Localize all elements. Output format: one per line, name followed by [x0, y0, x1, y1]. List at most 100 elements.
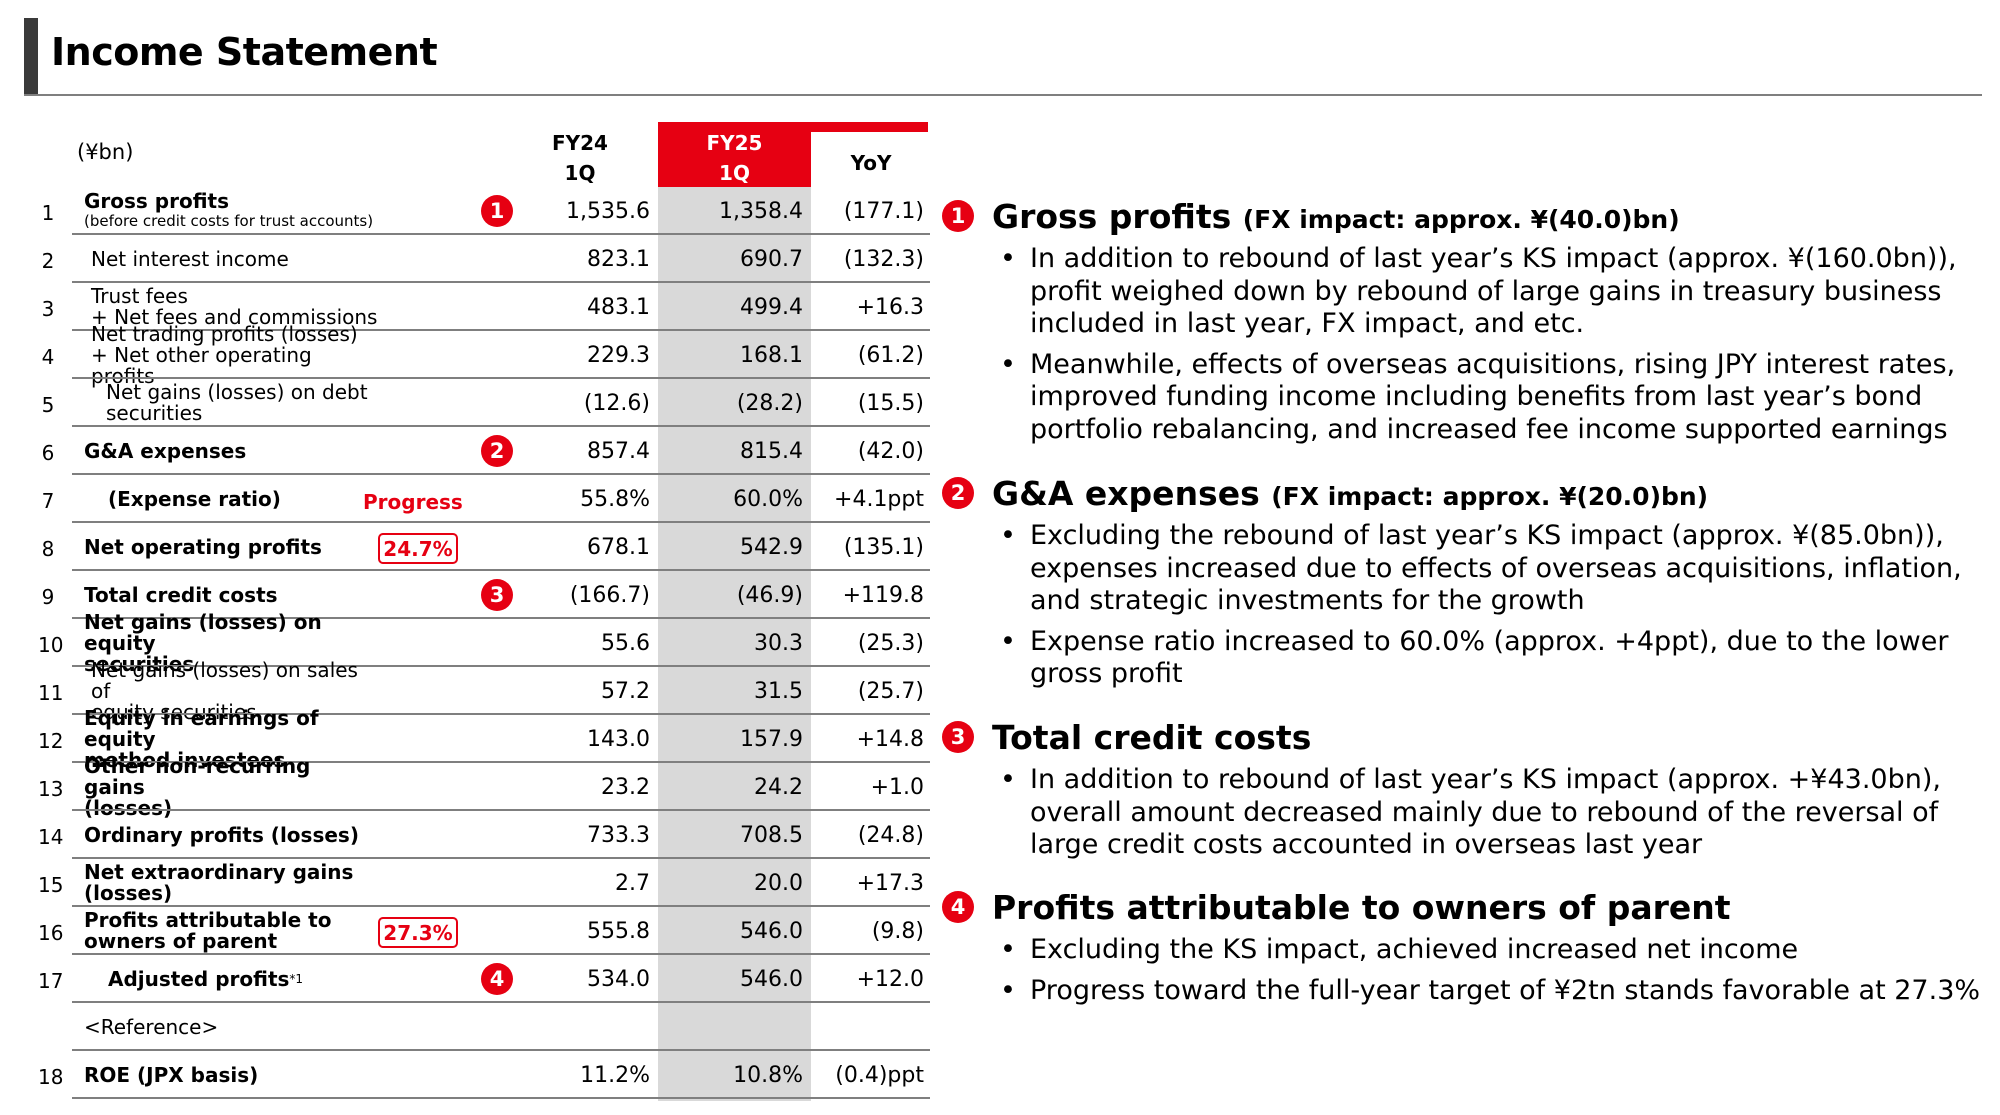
- value-fy25: 168.1: [740, 343, 803, 368]
- value-fy24: 2.7: [615, 871, 650, 896]
- table-row: 3 Trust fees + Net fees and commissions 4…: [0, 283, 930, 331]
- row-label-line1: Other non-recurring gains: [84, 753, 311, 799]
- value-yoy: +4.1ppt: [834, 487, 924, 512]
- value-fy24: 1,535.6: [566, 199, 650, 224]
- row-number: 6: [41, 441, 55, 465]
- marker-badge-3: 3: [481, 579, 513, 611]
- table-row: 6 G&A expenses 857.4 815.4 (42.0): [0, 427, 930, 475]
- marker-badge-3: 3: [942, 721, 974, 753]
- table-row: 12 Equity in earnings of equity method in…: [0, 707, 930, 770]
- table-row: 17 Adjusted profits *1 534.0 546.0 +12.0: [0, 955, 930, 1003]
- row-label: Other non-recurring gains (losses): [84, 755, 374, 818]
- row-divider: [72, 425, 930, 427]
- row-divider: [72, 857, 930, 859]
- value-fy24: 57.2: [601, 679, 650, 704]
- header-fy25-line1: FY25: [706, 131, 763, 155]
- row-label-line1: Trust fees: [91, 284, 188, 308]
- bullet-list: Excluding the KS impact, achieved increa…: [942, 934, 1992, 1007]
- progress-badge-net-operating: 24.7%: [378, 533, 458, 564]
- fy25-header-bg: [658, 132, 811, 187]
- section-heading-text: Total credit costs: [992, 718, 1311, 757]
- value-fy24: 229.3: [587, 343, 650, 368]
- table-row: 18 ROE (JPX basis) 11.2% 10.8% (0.4)ppt: [0, 1051, 930, 1099]
- row-number: 5: [41, 393, 55, 417]
- row-label-line1: Net extraordinary gains: [84, 860, 354, 884]
- row-number: 2: [41, 249, 55, 273]
- value-fy24: 483.1: [587, 295, 650, 320]
- row-number: 8: [41, 537, 55, 561]
- commentary-credit-costs: 3 Total credit costs In addition to rebo…: [942, 718, 1992, 870]
- bullet-list: In addition to rebound of last year’s KS…: [942, 243, 1992, 446]
- row-divider: [72, 761, 930, 763]
- marker-badge-1: 1: [942, 200, 974, 232]
- bullet-list: Excluding the rebound of last year’s KS …: [942, 520, 1992, 691]
- table-row: 2 Net interest income 823.1 690.7 (132.3…: [0, 235, 930, 283]
- bullet-item: Expense ratio increased to 60.0% (approx…: [942, 626, 1992, 691]
- section-title: Gross profits: [992, 197, 1232, 236]
- bullet-item: In addition to rebound of last year’s KS…: [942, 243, 1992, 341]
- fy25-column-shade: [658, 187, 811, 1101]
- value-yoy: (25.3): [857, 631, 924, 656]
- value-yoy: (0.4)ppt: [835, 1063, 924, 1088]
- bullet-item: Progress toward the full-year target of …: [942, 975, 1992, 1008]
- row-divider: [72, 281, 930, 283]
- value-fy24: (12.6): [583, 391, 650, 416]
- row-divider: [72, 617, 930, 619]
- row-label: Gross profits (before credit costs for tr…: [84, 187, 374, 235]
- row-number: 4: [41, 345, 55, 369]
- value-yoy: (61.2): [857, 343, 924, 368]
- bullet-item: Meanwhile, effects of overseas acquisiti…: [942, 349, 1992, 447]
- row-label: Ordinary profits (losses): [84, 822, 359, 847]
- row-divider: [72, 665, 930, 667]
- fx-impact-note: (FX impact: approx. ¥(40.0)bn): [1242, 205, 1680, 234]
- value-yoy: (132.3): [843, 247, 924, 272]
- section-heading-text: Profits attributable to owners of parent: [992, 888, 1731, 927]
- value-fy25: 10.8%: [733, 1063, 803, 1088]
- row-label: Net trading profits (losses) + Net other …: [91, 323, 381, 386]
- row-divider: [72, 809, 930, 811]
- commentary-gross-profits: 1 Gross profits (FX impact: approx. ¥(40…: [942, 197, 1992, 454]
- bullet-list: In addition to rebound of last year’s KS…: [942, 764, 1992, 862]
- row-label: Net operating profits: [84, 534, 322, 559]
- page-title: Income Statement: [51, 30, 438, 74]
- row-label: Trust fees + Net fees and commissions: [91, 283, 381, 331]
- value-yoy: +17.3: [856, 871, 924, 896]
- value-fy24: 823.1: [587, 247, 650, 272]
- row-label-line1: Equity in earnings of equity: [84, 705, 319, 751]
- value-fy25: 542.9: [740, 535, 803, 560]
- value-fy25: 708.5: [740, 823, 803, 848]
- row-number: 17: [38, 969, 64, 993]
- section-heading: 1 Gross profits (FX impact: approx. ¥(40…: [942, 197, 1992, 237]
- title-accent-bar: [24, 18, 38, 96]
- row-label: (Expense ratio): [108, 486, 281, 511]
- bullet-item: Excluding the rebound of last year’s KS …: [942, 520, 1992, 618]
- row-label: Net gains (losses) on sales of equity sec…: [91, 659, 381, 722]
- header-yoy: YoY: [850, 151, 892, 175]
- row-label: Profits attributable to owners of parent: [84, 907, 374, 955]
- value-fy25: (28.2): [736, 391, 803, 416]
- value-fy25: 30.3: [754, 631, 803, 656]
- reference-label: <Reference>: [84, 1014, 219, 1039]
- footnote-marker: *1: [289, 971, 304, 986]
- row-number: 12: [38, 729, 64, 753]
- row-label-line2: (losses): [84, 795, 173, 820]
- title-divider: [24, 94, 1982, 96]
- fy25-header-band: [658, 122, 928, 132]
- row-label-line1: Profits attributable to: [84, 908, 332, 932]
- row-label-sub: (before credit costs for trust accounts): [84, 212, 374, 230]
- value-fy24: 23.2: [601, 775, 650, 800]
- row-label-line2: + Net other operating profits: [91, 342, 312, 388]
- table-row: 11 Net gains (losses) on sales of equity …: [0, 659, 930, 722]
- value-fy24: 555.8: [587, 919, 650, 944]
- table-row: 14 Ordinary profits (losses) 733.3 708.5…: [0, 811, 930, 859]
- row-label: Net interest income: [91, 246, 289, 271]
- commentary-ga-expenses: 2 G&A expenses (FX impact: approx. ¥(20.…: [942, 474, 1992, 699]
- section-heading-text: Gross profits (FX impact: approx. ¥(40.0…: [992, 197, 1680, 236]
- commentary-profits-parent: 4 Profits attributable to owners of pare…: [942, 888, 1992, 1015]
- row-divider: [72, 713, 930, 715]
- value-fy24: 733.3: [587, 823, 650, 848]
- row-label-line1: Net gains (losses) on debt: [106, 380, 368, 404]
- row-divider: [72, 521, 930, 523]
- row-number: 14: [38, 825, 64, 849]
- header-fy25-line2: 1Q: [719, 161, 750, 185]
